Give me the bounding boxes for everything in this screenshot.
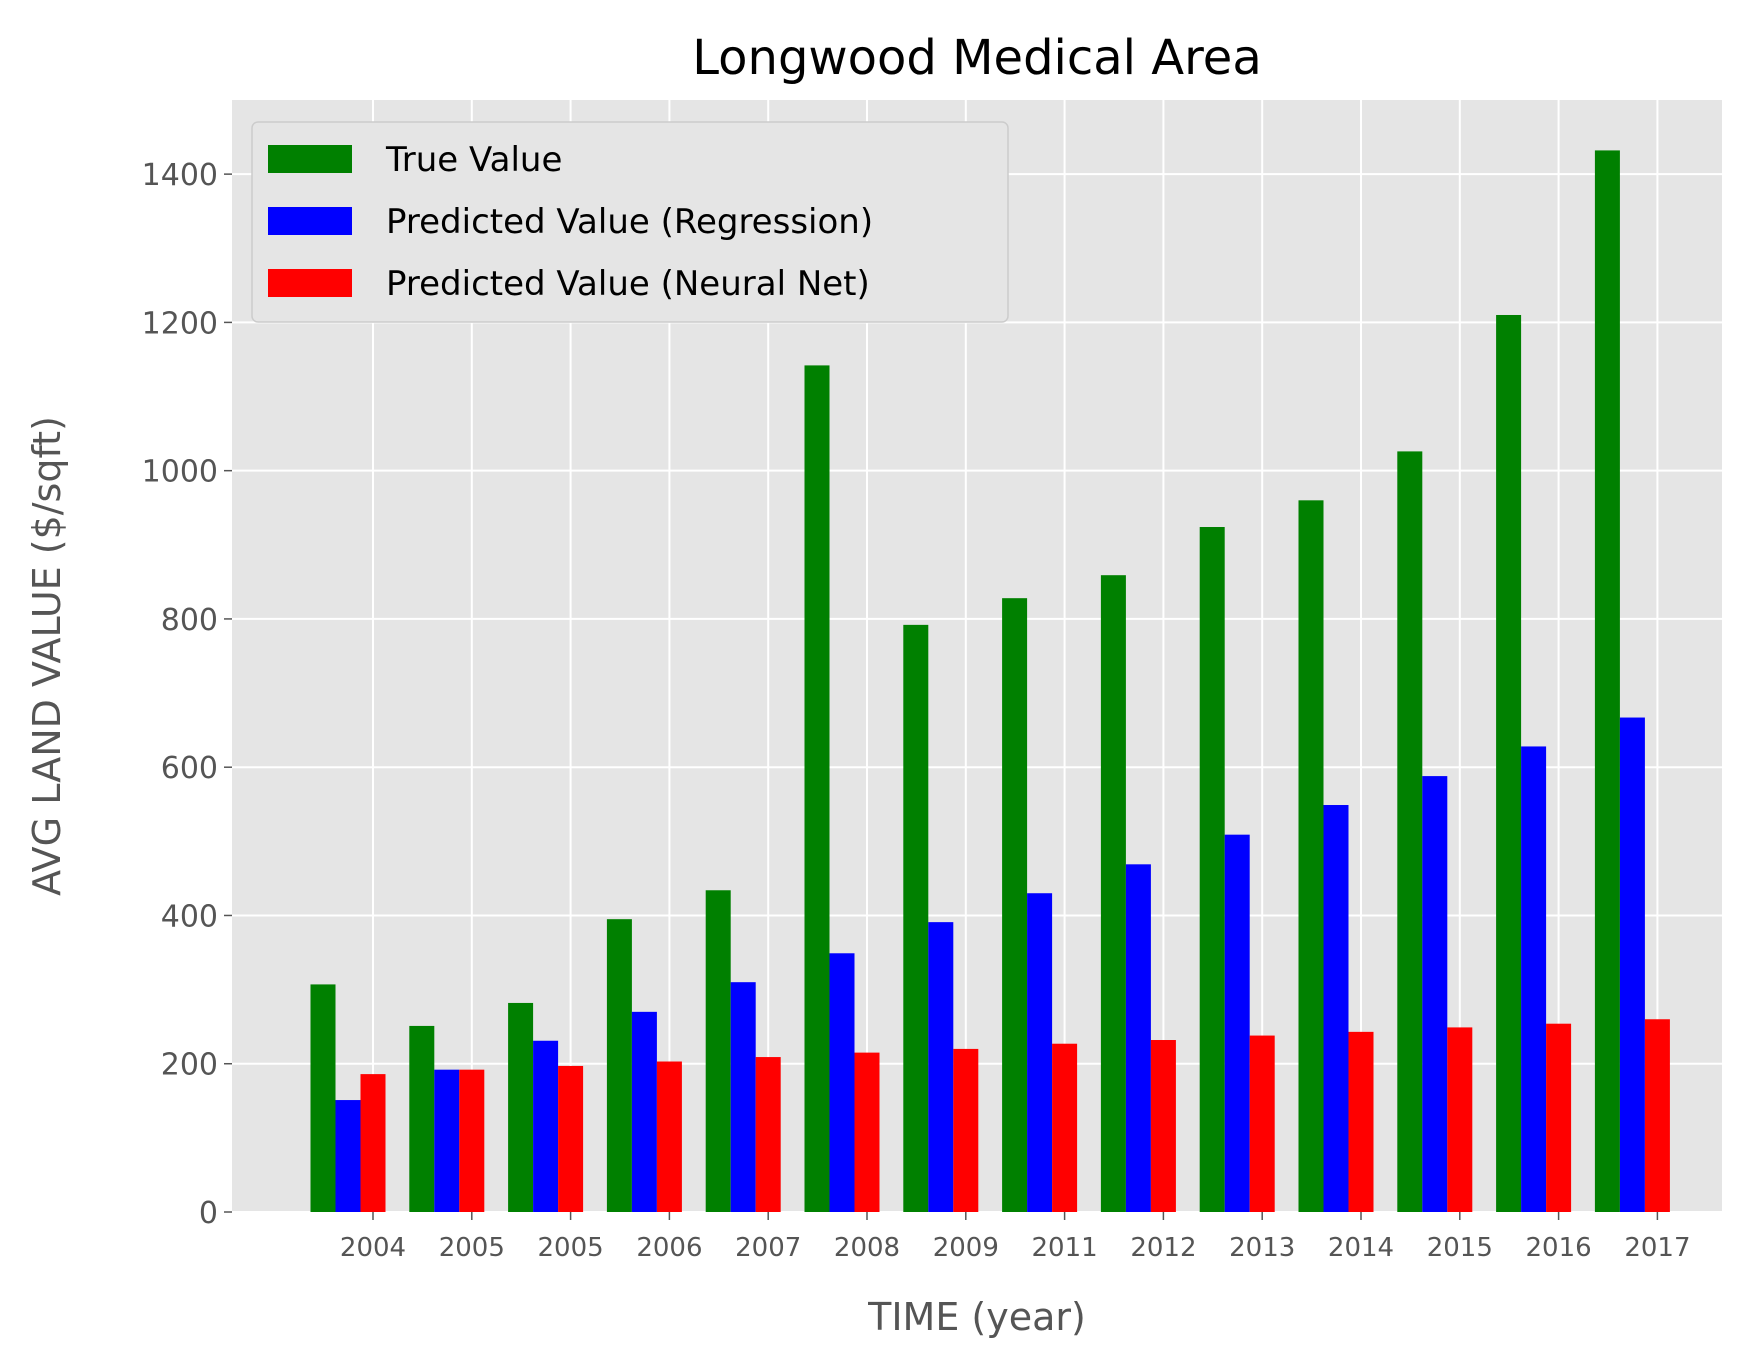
legend-label-neural-net: Predicted Value (Neural Net) <box>386 264 870 304</box>
bar-predicted-value-regression-0 <box>335 1100 361 1212</box>
bar-predicted-value-regression-8 <box>1125 864 1151 1212</box>
bar-predicted-value-neural-net-0 <box>360 1074 386 1212</box>
bar-predicted-value-regression-11 <box>1422 776 1448 1212</box>
bar-predicted-value-neural-net-5 <box>854 1052 880 1212</box>
bar-true-value-8 <box>1100 575 1126 1212</box>
bar-true-value-11 <box>1397 451 1423 1213</box>
x-tick-label: 2016 <box>1526 1233 1592 1263</box>
bar-predicted-value-neural-net-8 <box>1150 1040 1176 1212</box>
bar-predicted-value-regression-6 <box>928 922 954 1212</box>
bar-predicted-value-regression-13 <box>1619 717 1645 1212</box>
bar-predicted-value-regression-3 <box>631 1011 657 1212</box>
bars <box>310 150 1670 1213</box>
x-tick-label: 2015 <box>1427 1233 1493 1263</box>
y-tick-label: 0 <box>199 1196 218 1231</box>
x-tick-label: 2008 <box>834 1233 900 1263</box>
legend-box <box>251 121 1009 323</box>
x-axis-label: TIME (year) <box>867 1295 1086 1339</box>
x-tick-label: 2006 <box>636 1233 702 1263</box>
legend: True Value Predicted Value (Regression) … <box>251 121 1009 323</box>
bar-predicted-value-neural-net-10 <box>1348 1031 1374 1212</box>
y-tick-label: 1000 <box>142 455 218 490</box>
legend-label-true-value: True Value <box>385 140 562 180</box>
bar-predicted-value-neural-net-13 <box>1644 1019 1670 1212</box>
x-tick-label: 2011 <box>1032 1233 1098 1263</box>
bar-predicted-value-regression-5 <box>829 953 855 1212</box>
bar-predicted-value-regression-7 <box>1027 893 1053 1212</box>
y-tick-label: 1400 <box>142 158 218 193</box>
x-tick-label: 2013 <box>1229 1233 1295 1263</box>
bar-true-value-7 <box>1002 598 1028 1212</box>
bar-predicted-value-neural-net-4 <box>755 1057 781 1212</box>
x-tick-label: 2005 <box>439 1233 505 1263</box>
bar-true-value-10 <box>1298 500 1324 1212</box>
bar-predicted-value-neural-net-1 <box>459 1069 485 1212</box>
x-tick-label: 2012 <box>1130 1233 1196 1263</box>
y-tick-label: 1200 <box>142 306 218 341</box>
bar-predicted-value-regression-9 <box>1224 834 1250 1212</box>
y-axis-label: AVG LAND VALUE ($/sqft) <box>25 416 69 896</box>
x-tick-label: 2017 <box>1624 1233 1690 1263</box>
legend-label-regression: Predicted Value (Regression) <box>386 202 873 242</box>
y-tick-label: 600 <box>161 751 218 786</box>
bar-true-value-3 <box>606 919 632 1212</box>
x-tick-label: 2005 <box>538 1233 604 1263</box>
bar-predicted-value-neural-net-12 <box>1546 1023 1572 1212</box>
x-tick-label: 2007 <box>735 1233 801 1263</box>
x-tick-label: 2009 <box>933 1233 999 1263</box>
legend-swatch-neural-net <box>268 269 352 297</box>
y-tick-label: 800 <box>161 603 218 638</box>
bar-predicted-value-neural-net-6 <box>953 1048 979 1212</box>
x-tick-label: 2014 <box>1328 1233 1394 1263</box>
bar-predicted-value-neural-net-9 <box>1249 1035 1275 1212</box>
y-tick-label: 200 <box>161 1048 218 1083</box>
bar-predicted-value-regression-2 <box>533 1040 559 1212</box>
bar-true-value-12 <box>1496 314 1522 1212</box>
bar-predicted-value-regression-1 <box>434 1069 460 1212</box>
bar-predicted-value-regression-4 <box>730 982 756 1212</box>
bar-predicted-value-regression-12 <box>1521 746 1547 1212</box>
bar-true-value-5 <box>804 365 830 1212</box>
legend-swatch-true-value <box>268 145 352 173</box>
bar-predicted-value-neural-net-3 <box>656 1061 682 1212</box>
x-tick-label: 2004 <box>340 1233 406 1263</box>
bar-true-value-2 <box>508 1002 534 1212</box>
legend-swatch-regression <box>268 207 352 235</box>
bar-true-value-4 <box>705 890 731 1212</box>
bar-true-value-13 <box>1594 150 1620 1213</box>
axis-ticks: 0 200 400 600 800 1000 1200 1400 2004 2005 2005 200… <box>142 158 1691 1263</box>
chart-title: Longwood Medical Area <box>692 30 1261 86</box>
bar-predicted-value-neural-net-2 <box>558 1065 584 1212</box>
bar-predicted-value-neural-net-7 <box>1052 1043 1078 1212</box>
y-tick-label: 400 <box>161 899 218 934</box>
bar-true-value-0 <box>310 984 336 1212</box>
bar-predicted-value-neural-net-11 <box>1447 1027 1473 1212</box>
bar-true-value-9 <box>1199 527 1225 1212</box>
bar-predicted-value-regression-10 <box>1323 805 1349 1212</box>
bar-true-value-1 <box>409 1025 435 1212</box>
bar-true-value-6 <box>903 624 929 1212</box>
